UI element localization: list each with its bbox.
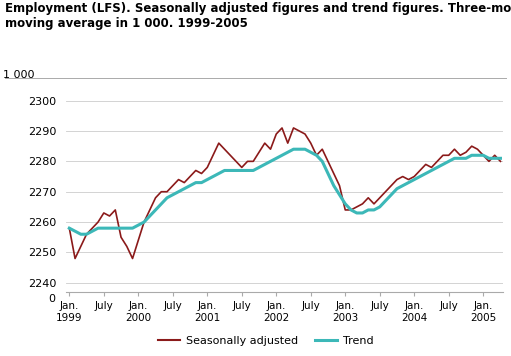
Trend	[365, 208, 371, 212]
Seasonally adjusted	[279, 126, 285, 130]
Trend	[290, 147, 296, 151]
Legend: Seasonally adjusted, Trend: Seasonally adjusted, Trend	[154, 331, 378, 350]
Seasonally adjusted	[112, 208, 119, 212]
Seasonally adjusted	[221, 147, 227, 151]
Trend	[112, 226, 119, 230]
Text: 1 000: 1 000	[3, 70, 34, 80]
Line: Seasonally adjusted: Seasonally adjusted	[69, 128, 500, 258]
Seasonally adjusted	[302, 132, 308, 136]
Trend	[66, 226, 73, 230]
Trend	[78, 232, 84, 236]
Trend	[221, 168, 227, 173]
Text: 0: 0	[48, 294, 55, 304]
Trend	[497, 156, 503, 161]
Trend	[354, 211, 360, 215]
Trend	[423, 171, 429, 176]
Seasonally adjusted	[423, 162, 429, 167]
Seasonally adjusted	[72, 256, 78, 261]
Trend	[302, 147, 308, 151]
Seasonally adjusted	[354, 205, 360, 209]
Text: Employment (LFS). Seasonally adjusted figures and trend figures. Three-month
mov: Employment (LFS). Seasonally adjusted fi…	[5, 2, 511, 30]
Line: Trend: Trend	[69, 149, 500, 234]
Seasonally adjusted	[365, 196, 371, 200]
Seasonally adjusted	[497, 159, 503, 163]
Seasonally adjusted	[66, 226, 73, 230]
